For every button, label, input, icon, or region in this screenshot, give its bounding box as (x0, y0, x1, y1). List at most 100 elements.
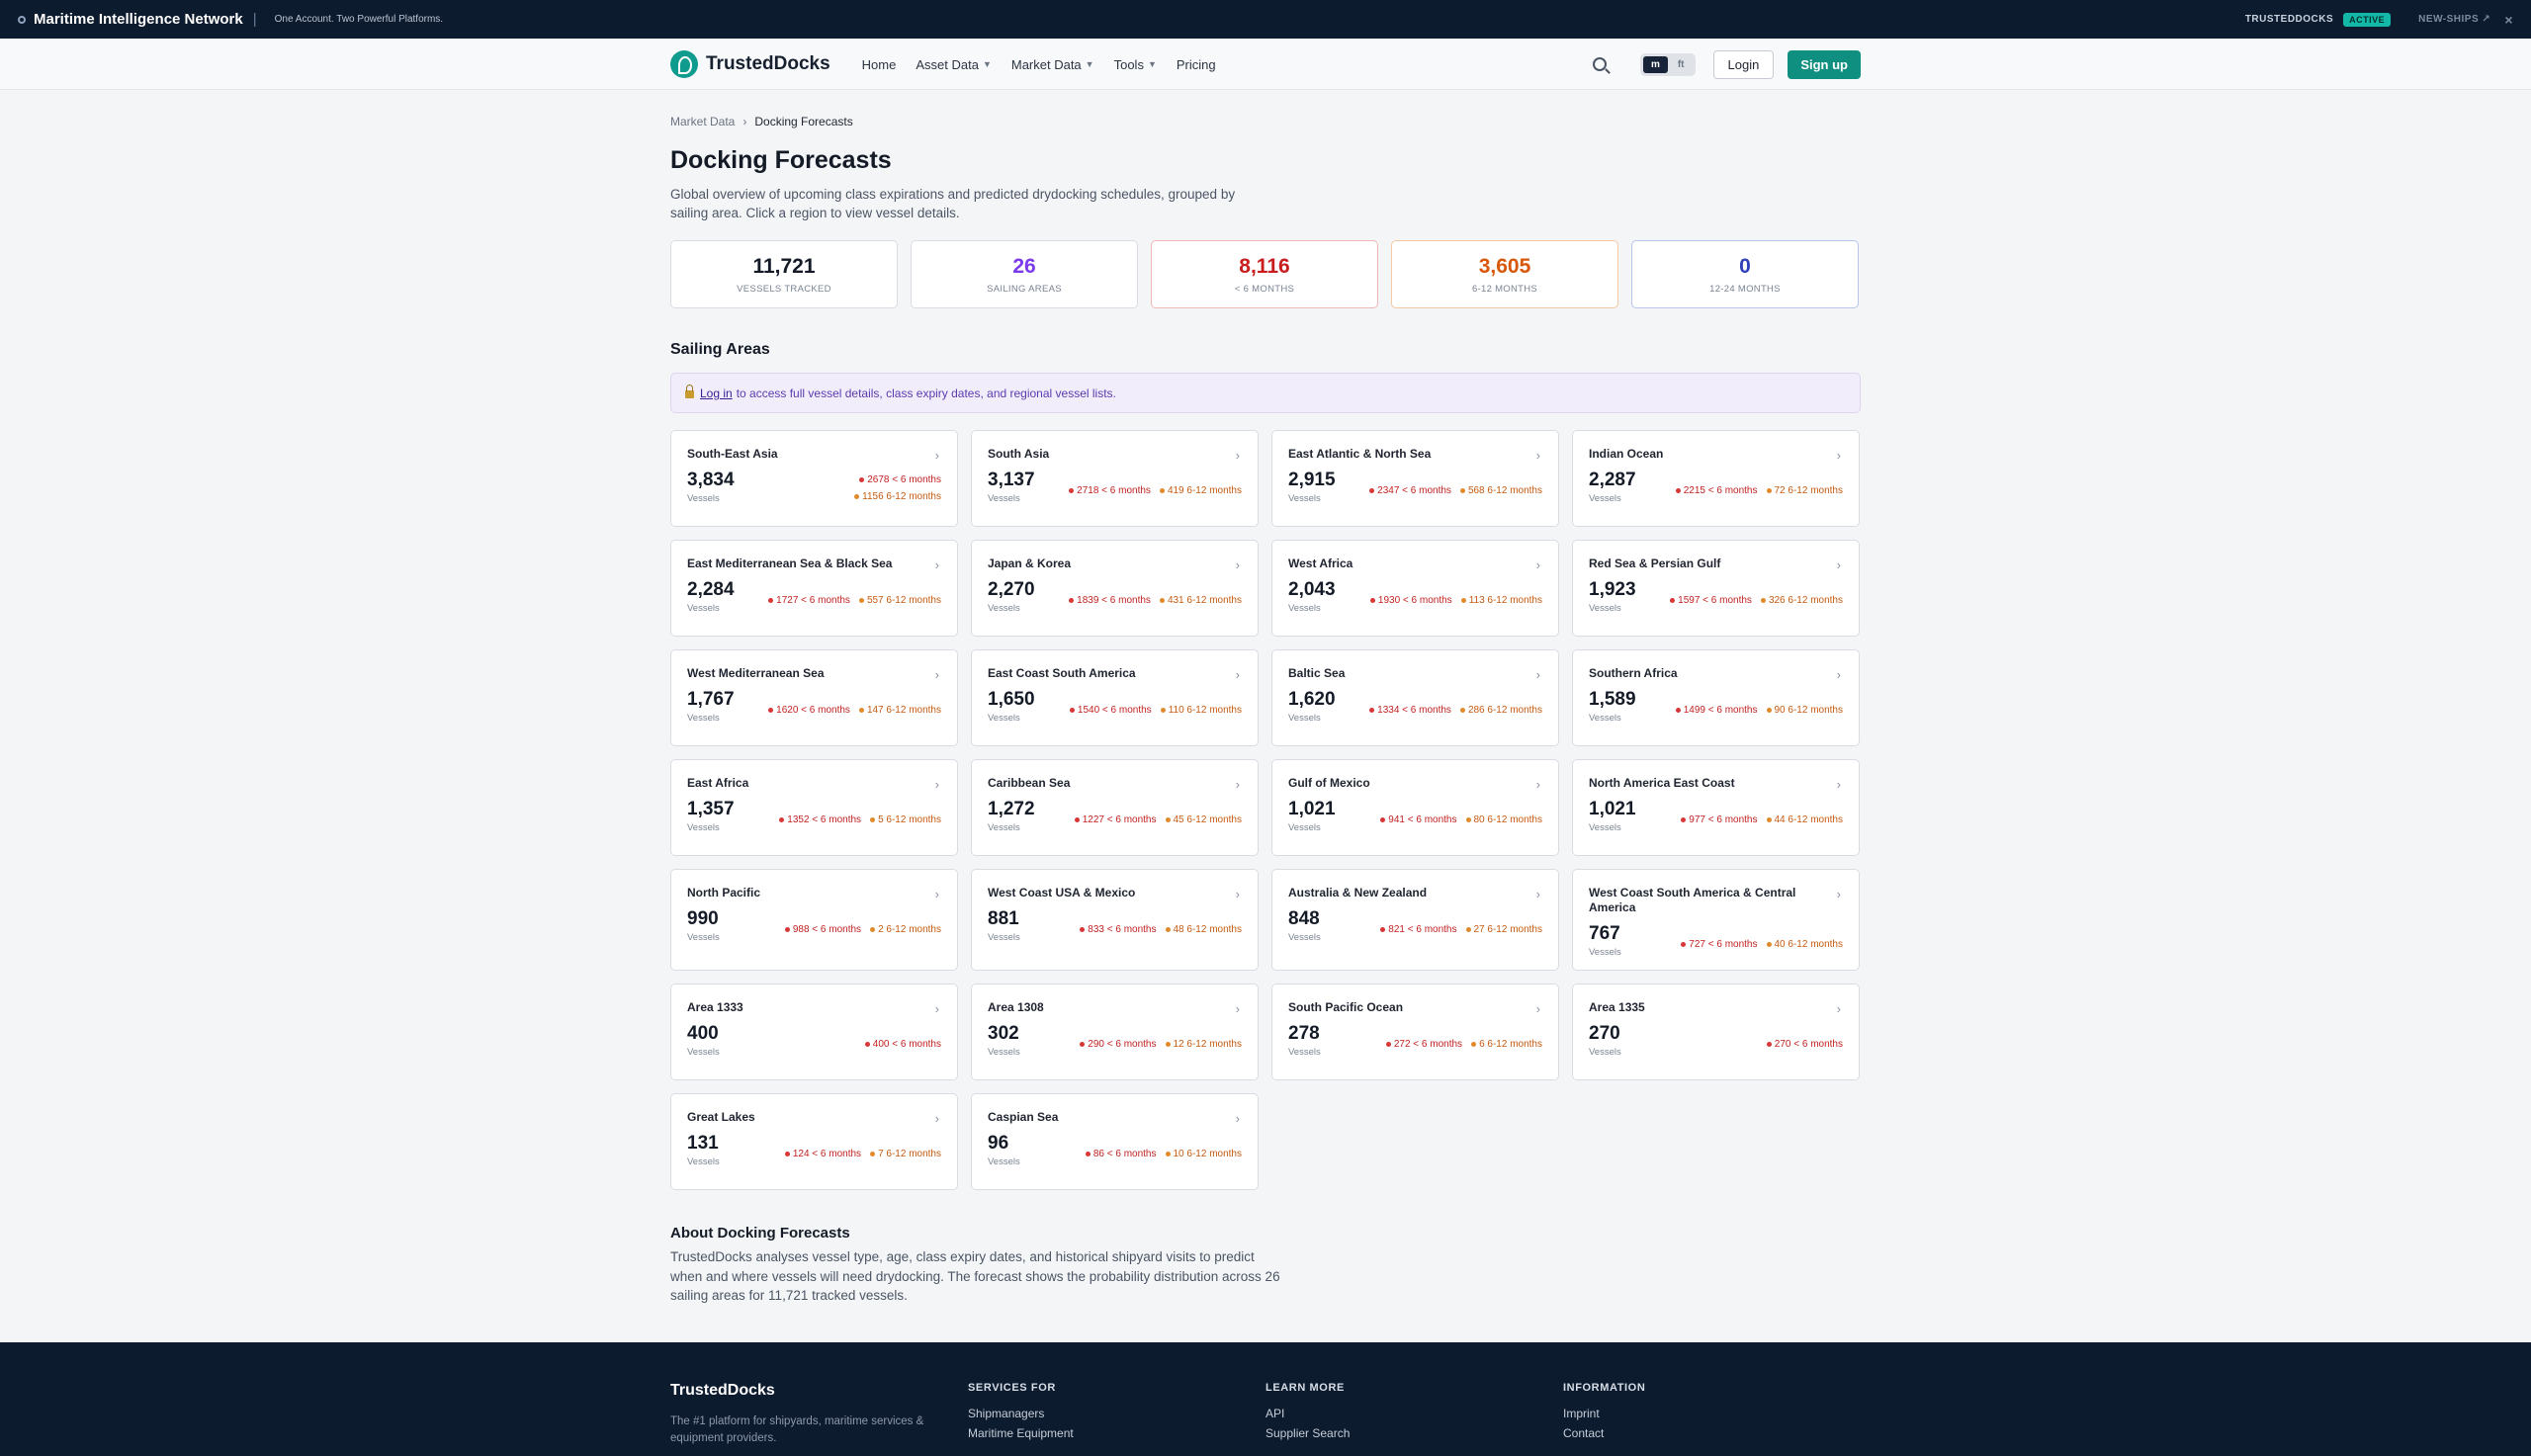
sailing-area-card[interactable]: Area 1308 › 302 Vessels 290 < 6 months 12 6-1… (971, 984, 1259, 1080)
footer-link-supplier-search[interactable]: Supplier Search (1266, 1426, 1351, 1440)
sailing-area-card[interactable]: Japan & Korea › 2,270 Vessels 1839 < 6 month… (971, 540, 1259, 637)
chevron-right-icon: › (1535, 667, 1540, 682)
under-6-months-tag: 1227 < 6 months (1075, 814, 1157, 825)
nav-pricing[interactable]: Pricing (1177, 57, 1216, 72)
area-vessel-count: 2,287 (1589, 470, 1636, 490)
chevron-right-icon: › (1836, 667, 1841, 682)
area-name: East Mediterranean Sea & Black Sea (687, 557, 893, 570)
footer-link-maritime-equipment[interactable]: Maritime Equipment (968, 1426, 1074, 1440)
sailing-area-card[interactable]: Great Lakes › 131 Vessels 124 < 6 months 7 6-… (670, 1093, 958, 1190)
search-icon[interactable] (1592, 57, 1607, 71)
nav-pricing-label: Pricing (1176, 56, 1216, 72)
forecast-tags: 1597 < 6 months 326 6-12 months (1670, 595, 1843, 614)
area-vessel-count: 2,270 (988, 579, 1035, 600)
close-banner-icon[interactable]: × (2504, 11, 2513, 28)
footer-link-imprint[interactable]: Imprint (1563, 1407, 1600, 1420)
area-name: North America East Coast (1589, 776, 1735, 790)
vessels-label: Vessels (1288, 932, 1321, 943)
breadcrumb-market-data[interactable]: Market Data (670, 115, 736, 128)
sailing-area-card[interactable]: East Atlantic & North Sea › 2,915 Vessels 23… (1271, 430, 1559, 527)
stat-label: 6-12 Months (1471, 284, 1538, 295)
vessels-label: Vessels (687, 1156, 720, 1167)
6-12-months-tag: 557 6-12 months (859, 595, 941, 606)
area-name: North Pacific (687, 886, 761, 899)
stat-12-24-months: 0 12-24 Months (1631, 240, 1859, 308)
area-name: East Atlantic & North Sea (1288, 447, 1432, 461)
sailing-area-card[interactable]: Red Sea & Persian Gulf › 1,923 Vessels 1597 … (1572, 540, 1860, 637)
nav-asset-data[interactable]: Asset Data ▼ (916, 57, 992, 72)
nav-market-data[interactable]: Market Data ▼ (1011, 57, 1094, 72)
sailing-area-card[interactable]: Area 1333 › 400 Vessels 400 < 6 months (670, 984, 958, 1080)
footer-services: SERVICES FOR Shipmanagers Maritime Equip… (968, 1382, 1266, 1447)
sailing-area-card[interactable]: North America East Coast › 1,021 Vessels 977… (1572, 759, 1860, 856)
forecast-tags: 977 < 6 months 44 6-12 months (1681, 814, 1843, 833)
site-logo[interactable]: TrustedDocks (670, 50, 830, 78)
6-12-months-tag: 72 6-12 months (1767, 485, 1844, 496)
sailing-area-card[interactable]: West Coast South America & Central Ameri… (1572, 869, 1860, 971)
vessels-label: Vessels (988, 603, 1020, 614)
forecast-tags: 2718 < 6 months 419 6-12 months (1069, 485, 1242, 504)
sailing-area-card[interactable]: Southern Africa › 1,589 Vessels 1499 < 6 mon… (1572, 649, 1860, 746)
footer-link-api[interactable]: API (1266, 1407, 1285, 1420)
unit-metric-button[interactable]: m (1642, 55, 1668, 73)
notice-text: to access full vessel details, class exp… (736, 385, 1116, 400)
chevron-right-icon: › (1535, 448, 1540, 463)
sailing-area-card[interactable]: East Mediterranean Sea & Black Sea › 2,284… (670, 540, 958, 637)
sailing-area-card[interactable]: South-East Asia › 3,834 Vessels 2678 < 6 mon… (670, 430, 958, 527)
forecast-tags: 1727 < 6 months 557 6-12 months (768, 595, 941, 614)
under-6-months-tag: 1727 < 6 months (768, 595, 850, 606)
unit-imperial-button[interactable]: ft (1677, 58, 1685, 70)
area-vessel-count: 1,272 (988, 799, 1035, 819)
platform-trusteddocks-link[interactable]: TRUSTEDDOCKS (2244, 14, 2334, 25)
sailing-area-card[interactable]: Caspian Sea › 96 Vessels 86 < 6 months 10 6-1… (971, 1093, 1259, 1190)
nav-tools[interactable]: Tools ▼ (1114, 57, 1157, 72)
area-name: Great Lakes (687, 1110, 755, 1124)
chevron-right-icon: › (934, 448, 939, 463)
6-12-months-tag: 48 6-12 months (1166, 924, 1243, 935)
notice-login-link[interactable]: Log in (700, 385, 733, 400)
sailing-area-card[interactable]: East Coast South America › 1,650 Vessels 154… (971, 649, 1259, 746)
login-button[interactable]: Login (1712, 49, 1775, 79)
6-12-months-tag: 10 6-12 months (1166, 1149, 1243, 1159)
sailing-area-card[interactable]: Gulf of Mexico › 1,021 Vessels 941 < 6 month… (1271, 759, 1559, 856)
chevron-right-icon: › (1235, 448, 1240, 463)
sailing-area-card[interactable]: South Pacific Ocean › 278 Vessels 272 < 6 mo… (1271, 984, 1559, 1080)
area-name: West Coast South America & Central Ameri… (1589, 886, 1796, 914)
area-vessel-count: 990 (687, 908, 719, 929)
sailing-area-card[interactable]: Baltic Sea › 1,620 Vessels 1334 < 6 months 28… (1271, 649, 1559, 746)
forecast-tags: 272 < 6 months 6 6-12 months (1386, 1039, 1542, 1058)
area-name: Southern Africa (1589, 666, 1678, 680)
sailing-area-card[interactable]: Australia & New Zealand › 848 Vessels 821 < … (1271, 869, 1559, 971)
area-vessel-count: 400 (687, 1023, 719, 1044)
vessels-label: Vessels (687, 932, 720, 943)
area-vessel-count: 1,021 (1589, 799, 1636, 819)
vessels-label: Vessels (687, 1047, 720, 1058)
active-badge: ACTIVE (2343, 12, 2392, 27)
under-6-months-tag: 1620 < 6 months (768, 705, 850, 716)
sailing-area-card[interactable]: South Asia › 3,137 Vessels 2718 < 6 months 41… (971, 430, 1259, 527)
forecast-tags: 1334 < 6 months 286 6-12 months (1369, 705, 1542, 724)
vessels-label: Vessels (1589, 603, 1621, 614)
nav-home[interactable]: Home (862, 57, 897, 72)
forecast-tags: 1620 < 6 months 147 6-12 months (768, 705, 941, 724)
chevron-right-icon: › (1836, 777, 1841, 792)
sailing-area-card[interactable]: East Africa › 1,357 Vessels 1352 < 6 months 5… (670, 759, 958, 856)
chevron-right-icon: › (1535, 1001, 1540, 1016)
sailing-area-card[interactable]: Area 1335 › 270 Vessels 270 < 6 months (1572, 984, 1860, 1080)
signup-button[interactable]: Sign up (1788, 49, 1861, 79)
footer-link-contact[interactable]: Contact (1563, 1426, 1605, 1440)
page-title: Docking Forecasts (670, 146, 892, 174)
area-vessel-count: 1,620 (1288, 689, 1336, 710)
sailing-area-card[interactable]: West Mediterranean Sea › 1,767 Vessels 1620 … (670, 649, 958, 746)
sailing-area-card[interactable]: North Pacific › 990 Vessels 988 < 6 months 2 … (670, 869, 958, 971)
vessels-label: Vessels (988, 493, 1020, 504)
chevron-right-icon: › (1535, 557, 1540, 572)
sailing-area-card[interactable]: Indian Ocean › 2,287 Vessels 2215 < 6 months… (1572, 430, 1860, 527)
area-name: Indian Ocean (1589, 447, 1664, 461)
sailing-area-card[interactable]: West Africa › 2,043 Vessels 1930 < 6 months 1… (1271, 540, 1559, 637)
sailing-area-card[interactable]: Caribbean Sea › 1,272 Vessels 1227 < 6 month… (971, 759, 1259, 856)
chevron-down-icon: ▼ (1147, 59, 1157, 69)
platform-newships-link[interactable]: NEW-SHIPS ↗ (2418, 14, 2491, 25)
footer-link-shipmanagers[interactable]: Shipmanagers (968, 1407, 1045, 1420)
sailing-area-card[interactable]: West Coast USA & Mexico › 881 Vessels 833 < … (971, 869, 1259, 971)
